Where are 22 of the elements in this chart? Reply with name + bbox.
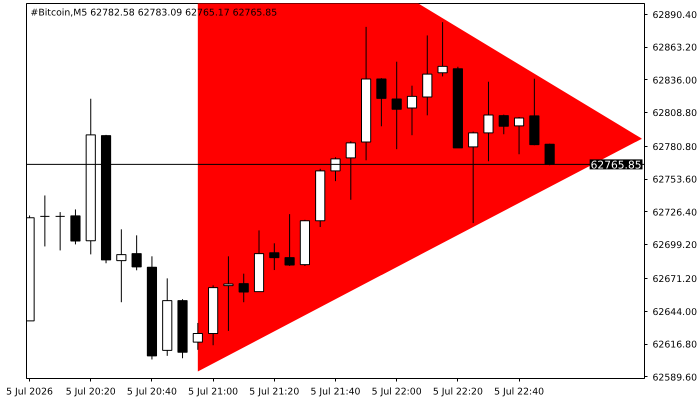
y-tick-label: 62753.60 xyxy=(652,174,698,186)
x-tick-label: 5 Jul 21:40 xyxy=(310,386,361,398)
x-tick-label: 5 Jul 22:00 xyxy=(372,386,422,398)
y-tick-label: 62616.80 xyxy=(652,340,698,351)
y-tick-label: 62671.20 xyxy=(652,274,698,285)
y-tick-label: 62836.00 xyxy=(652,75,698,86)
y-tick-label: 62808.80 xyxy=(652,108,698,120)
x-tick-label: 5 Jul 22:40 xyxy=(494,386,544,398)
x-tick-label: 5 Jul 2026 xyxy=(6,386,54,398)
y-tick-label: 62863.20 xyxy=(652,42,698,54)
x-tick-label: 5 Jul 21:00 xyxy=(188,386,238,398)
y-tick-label: 62726.40 xyxy=(652,207,698,218)
ref-line-label: 62765.85 xyxy=(590,158,642,172)
y-tick-label: 62644.00 xyxy=(652,306,698,318)
x-tick-label: 5 Jul 20:20 xyxy=(66,386,116,398)
x-tick-label: 5 Jul 20:40 xyxy=(126,386,177,398)
y-tick-label: 62589.60 xyxy=(652,372,698,384)
x-tick-label: 5 Jul 21:20 xyxy=(249,386,300,398)
x-tick-label: 5 Jul 22:20 xyxy=(432,386,483,398)
y-tick-label: 62780.80 xyxy=(652,142,698,153)
y-tick-label: 62699.20 xyxy=(652,240,698,252)
y-tick-label: 62890.40 xyxy=(652,10,698,21)
